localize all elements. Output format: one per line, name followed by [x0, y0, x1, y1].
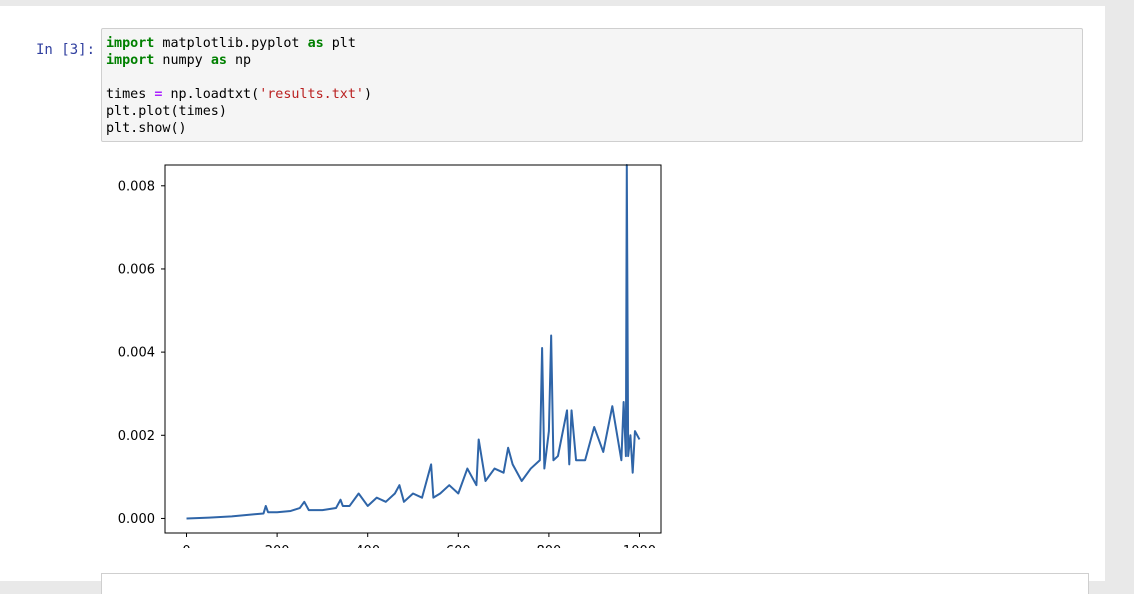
code-token: plt.show() [106, 121, 187, 136]
code-token: np [226, 53, 252, 68]
y-tick-label: 0.006 [118, 262, 155, 277]
code-token: as [210, 53, 227, 68]
y-tick-label: 0.004 [118, 346, 155, 361]
code-line: import matplotlib.pyplot as plt [106, 36, 356, 51]
code-token: import [106, 53, 155, 68]
x-tick-label: 600 [446, 544, 471, 548]
x-tick-label: 200 [265, 544, 290, 548]
code-token: = [154, 87, 163, 102]
y-tick-label: 0.002 [118, 429, 155, 444]
cell-output: 0 200 400 600 800 1000 0.000 0.002 0.004 0.006 0.0… [101, 148, 1081, 548]
code-line: times = np.loadtxt('results.txt') [106, 87, 372, 102]
x-tick-label: 800 [536, 544, 561, 548]
code-token: matplotlib.pyplot [154, 36, 308, 51]
code-token: plt.plot(times) [106, 104, 227, 119]
code-line: plt.show() [106, 121, 187, 136]
y-tick-label: 0.008 [118, 179, 155, 194]
y-tick-label: 0.000 [118, 512, 155, 527]
x-tick-label: 400 [355, 544, 380, 548]
x-tick-label: 0 [182, 544, 190, 548]
plot-frame [164, 164, 662, 534]
code-token: np.loadtxt( [162, 87, 260, 102]
code-token: 'results.txt' [259, 87, 364, 102]
code-token: times [106, 87, 155, 102]
code-token: numpy [154, 53, 211, 68]
code-editor[interactable]: import matplotlib.pyplot as plt import n… [106, 35, 372, 137]
code-token: as [307, 36, 324, 51]
code-line: plt.plot(times) [106, 104, 227, 119]
code-token: import [106, 36, 155, 51]
code-token: ) [364, 87, 373, 102]
code-line: import numpy as np [106, 53, 251, 68]
x-tick-label: 1000 [623, 544, 656, 548]
input-prompt: In [3]: [36, 42, 96, 58]
next-code-cell[interactable] [101, 573, 1089, 594]
code-cell-input[interactable]: import matplotlib.pyplot as plt import n… [101, 28, 1083, 142]
line-chart: 0 200 400 600 800 1000 0.000 0.002 0.004 0.006 0.0… [118, 164, 662, 548]
series-line [186, 164, 641, 520]
code-token: plt [323, 36, 356, 51]
notebook-container: In [3]: import matplotlib.pyplot as plt … [0, 6, 1105, 594]
